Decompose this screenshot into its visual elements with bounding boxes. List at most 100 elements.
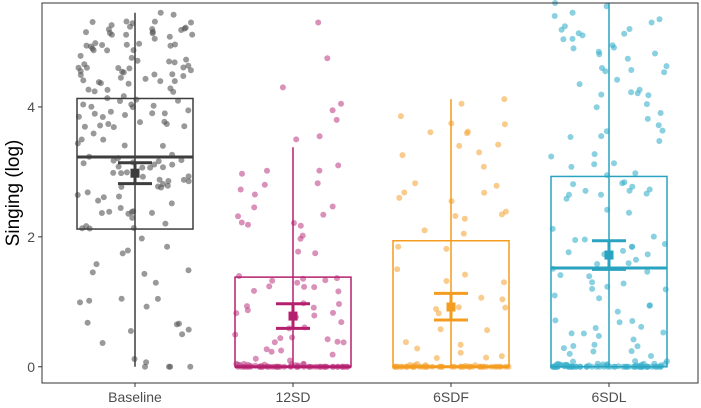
data-point — [603, 3, 610, 10]
data-point — [185, 173, 192, 180]
data-point — [123, 41, 130, 48]
data-point — [152, 279, 159, 286]
data-point — [481, 189, 488, 196]
data-point — [566, 350, 573, 357]
plot-area — [74, 0, 670, 370]
data-point — [245, 221, 251, 228]
data-point — [619, 180, 626, 187]
data-point — [629, 318, 636, 324]
data-point — [322, 277, 329, 284]
panel-border — [41, 2, 699, 384]
data-point — [551, 292, 558, 299]
data-point — [581, 236, 588, 243]
data-point — [127, 23, 133, 30]
data-point — [139, 173, 146, 180]
data-point — [100, 136, 107, 143]
data-point — [129, 214, 136, 221]
data-point — [251, 204, 258, 211]
data-point — [105, 26, 112, 33]
data-point — [149, 28, 156, 35]
data-point — [412, 180, 419, 187]
data-point — [394, 266, 401, 273]
data-point — [89, 269, 96, 276]
data-point — [402, 339, 409, 346]
data-point — [334, 275, 340, 282]
data-point — [127, 328, 134, 334]
data-point — [90, 130, 97, 137]
data-point — [157, 78, 164, 85]
data-point — [464, 128, 471, 135]
data-point — [620, 247, 626, 254]
data-point — [316, 167, 323, 174]
data-point — [189, 31, 196, 38]
data-point — [251, 191, 258, 198]
data-point — [185, 326, 192, 333]
data-point — [478, 294, 485, 301]
data-point — [310, 304, 317, 311]
data-point — [104, 47, 111, 54]
data-point — [159, 142, 166, 149]
data-point — [476, 149, 483, 156]
data-point — [151, 18, 158, 25]
data-point — [110, 124, 117, 131]
data-point — [108, 31, 115, 38]
data-point — [181, 25, 188, 32]
data-point — [77, 299, 83, 306]
data-point — [122, 112, 128, 118]
data-point — [178, 157, 185, 164]
data-point — [125, 210, 132, 217]
data-point — [427, 129, 434, 136]
data-point — [133, 96, 140, 103]
data-point — [589, 279, 596, 286]
data-point — [462, 271, 468, 278]
data-point — [499, 296, 506, 303]
data-point — [125, 80, 132, 87]
data-point — [437, 326, 444, 333]
data-point — [83, 29, 89, 36]
data-point — [261, 181, 268, 188]
data-point — [123, 18, 130, 25]
data-point — [636, 362, 643, 369]
data-point — [458, 100, 465, 107]
data-point — [632, 170, 639, 177]
data-point — [598, 191, 604, 198]
data-point — [128, 54, 135, 61]
data-point — [238, 219, 245, 226]
data-point — [169, 71, 176, 78]
data-point — [634, 90, 641, 97]
data-point — [395, 243, 402, 250]
data-point — [561, 23, 568, 30]
mean-marker — [446, 302, 456, 312]
data-point — [626, 187, 633, 194]
data-point — [626, 209, 632, 216]
data-point — [399, 152, 406, 159]
data-point — [648, 19, 655, 26]
data-point — [271, 339, 278, 346]
data-point — [560, 36, 567, 43]
data-point — [252, 355, 259, 362]
data-point — [139, 164, 146, 171]
data-point — [594, 360, 601, 367]
data-point — [455, 304, 462, 311]
x-tick-label: 6SDF — [433, 389, 469, 405]
data-point — [120, 93, 127, 100]
data-point — [616, 319, 623, 326]
data-point — [176, 320, 182, 327]
data-point — [433, 355, 440, 361]
x-tick-label: 6SDL — [591, 389, 626, 405]
data-point — [164, 182, 171, 189]
data-point — [126, 65, 133, 72]
data-point — [263, 346, 270, 353]
data-point — [115, 65, 122, 71]
data-point — [104, 86, 111, 93]
data-point — [656, 138, 663, 144]
data-point — [630, 336, 637, 343]
data-point — [586, 273, 593, 280]
data-point — [633, 256, 639, 263]
data-point — [143, 303, 150, 310]
data-point — [435, 310, 442, 317]
data-point — [301, 283, 308, 290]
data-point — [244, 303, 250, 310]
data-point — [575, 30, 582, 37]
mean-marker — [130, 168, 140, 178]
